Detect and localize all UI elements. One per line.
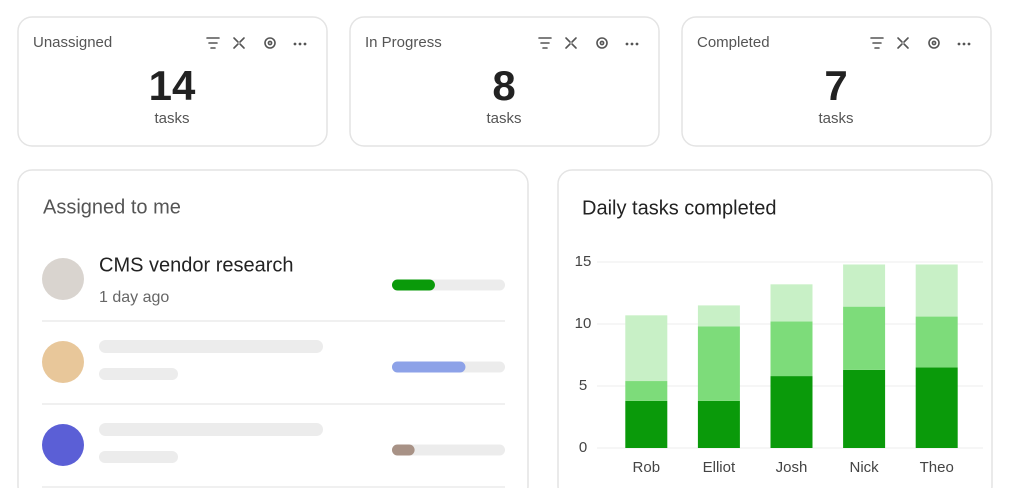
bar-segment xyxy=(770,321,813,377)
x-tick-label: Elliot xyxy=(703,459,736,476)
bar-segment xyxy=(697,305,740,327)
stat-card xyxy=(17,16,328,147)
progress-bar xyxy=(392,279,435,291)
bar-segment xyxy=(625,315,668,382)
bar-segment xyxy=(697,400,740,448)
bar-segment xyxy=(770,376,813,448)
assigned-title: Assigned to me xyxy=(43,196,181,218)
bar-segment xyxy=(915,316,958,368)
card-unit: tasks xyxy=(818,110,853,127)
task-title: CMS vendor research xyxy=(99,254,294,276)
card-count: 14 xyxy=(149,62,196,109)
more-dot xyxy=(957,42,961,46)
more-dot xyxy=(293,42,297,46)
card-count: 7 xyxy=(824,62,847,109)
bar-segment xyxy=(625,400,668,448)
more-dot xyxy=(625,42,629,46)
avatar xyxy=(42,341,84,383)
more-dot xyxy=(635,42,639,46)
filter-icon[interactable] xyxy=(206,37,220,49)
settings-icon-core xyxy=(599,40,605,46)
avatar xyxy=(42,258,84,300)
bar-segment xyxy=(770,284,813,322)
more-dot xyxy=(298,42,302,46)
y-tick-label: 15 xyxy=(575,253,592,270)
skeleton-line xyxy=(99,340,323,353)
more-dot xyxy=(303,42,307,46)
bar-segment xyxy=(843,369,886,448)
bar-segment xyxy=(915,264,958,317)
more-dot xyxy=(630,42,634,46)
x-tick-label: Rob xyxy=(633,459,661,476)
more-dot xyxy=(967,42,971,46)
bar-segment xyxy=(697,326,740,401)
y-tick-label: 10 xyxy=(575,315,592,332)
avatar xyxy=(42,424,84,466)
settings-icon[interactable] xyxy=(928,37,940,49)
skeleton-line xyxy=(99,368,178,380)
card-title: Completed xyxy=(697,34,770,51)
x-tick-label: Theo xyxy=(920,459,954,476)
x-tick-label: Nick xyxy=(850,459,880,476)
card-title: Unassigned xyxy=(33,34,112,51)
bar-segment xyxy=(915,367,958,448)
settings-icon-core xyxy=(931,40,937,46)
settings-icon-core xyxy=(267,40,273,46)
skeleton-line xyxy=(99,451,178,463)
settings-icon[interactable] xyxy=(264,37,276,49)
card-unit: tasks xyxy=(486,110,521,127)
skeleton-line xyxy=(99,423,323,436)
bar-segment xyxy=(843,306,886,370)
chart-title: Daily tasks completed xyxy=(582,197,777,219)
y-tick-label: 5 xyxy=(579,377,587,394)
card-unit: tasks xyxy=(154,110,189,127)
filter-icon[interactable] xyxy=(538,37,552,49)
more-dot xyxy=(962,42,966,46)
settings-icon[interactable] xyxy=(596,37,608,49)
task-time: 1 day ago xyxy=(99,289,169,306)
expand-icon[interactable] xyxy=(565,37,577,49)
stat-card xyxy=(681,16,992,147)
expand-icon[interactable] xyxy=(897,37,909,49)
progress-track xyxy=(392,444,505,456)
card-title: In Progress xyxy=(365,34,442,51)
progress-bar xyxy=(392,361,466,373)
progress-bar xyxy=(392,444,415,456)
filter-icon[interactable] xyxy=(870,37,884,49)
stat-card xyxy=(349,16,660,147)
card-count: 8 xyxy=(492,62,515,109)
assigned-card xyxy=(17,169,529,488)
bar-segment xyxy=(625,381,668,401)
expand-icon[interactable] xyxy=(233,37,245,49)
x-tick-label: Josh xyxy=(776,459,808,476)
y-tick-label: 0 xyxy=(579,439,587,456)
bar-segment xyxy=(843,264,886,307)
